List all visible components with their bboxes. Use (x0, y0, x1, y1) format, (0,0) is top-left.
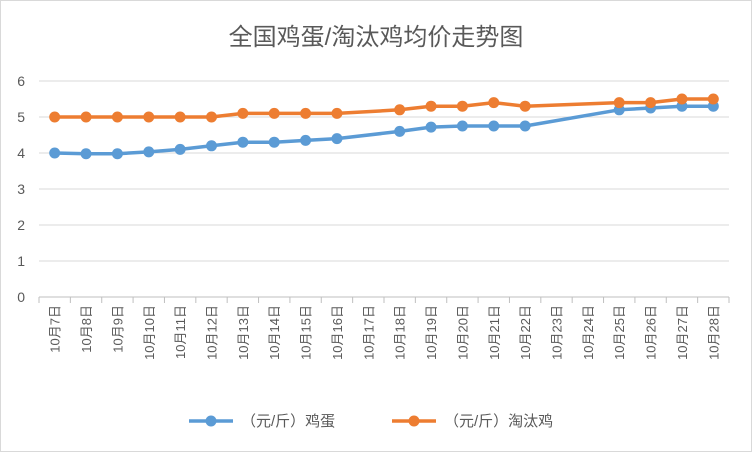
data-point-series-2 (425, 100, 437, 112)
data-point-series-1 (268, 136, 280, 148)
data-point-series-2 (519, 100, 531, 112)
data-point-series-2 (613, 97, 625, 109)
data-point-series-2 (49, 111, 61, 123)
x-tick-label: 10月15日 (299, 305, 314, 360)
x-axis-ticks: 10月7日 10月8日 10月9日 10月10日 10月11日 10月12日 10月13日 1… (48, 305, 722, 360)
series-points (49, 93, 719, 160)
x-tick-label: 10月19日 (424, 305, 439, 360)
x-tick-label: 10月25日 (612, 305, 627, 360)
data-point-series-2 (394, 104, 406, 116)
y-tick-label: 2 (17, 217, 25, 233)
data-point-series-2 (707, 93, 719, 105)
x-tick-label: 10月27日 (675, 305, 690, 360)
x-tick-label: 10月17日 (361, 305, 376, 360)
x-tick-label: 10月14日 (267, 305, 282, 360)
y-tick-label: 3 (17, 181, 25, 197)
data-point-series-2 (111, 111, 123, 123)
x-tick-label: 10月12日 (205, 305, 220, 360)
x-tick-label: 10月26日 (644, 305, 659, 360)
x-tick-label: 10月23日 (550, 305, 565, 360)
x-tick-label: 10月7日 (48, 305, 63, 353)
data-point-series-1 (111, 148, 123, 160)
data-point-series-1 (206, 140, 217, 152)
data-point-series-2 (456, 100, 468, 112)
legend: （元/斤）鸡蛋 （元/斤）淘汰鸡 (189, 413, 553, 430)
x-axis (38, 296, 730, 303)
series-line-1 (52, 104, 716, 156)
y-axis-ticks: 0 1 2 3 4 5 6 (17, 73, 25, 305)
y-tick-label: 6 (17, 73, 25, 89)
legend-marker-1 (205, 415, 217, 427)
y-tick-label: 1 (17, 253, 25, 269)
x-tick-label: 10月22日 (518, 305, 533, 360)
x-tick-label: 10月9日 (110, 305, 125, 353)
legend-label-2: （元/斤）淘汰鸡 (444, 413, 553, 430)
data-point-series-2 (174, 111, 186, 123)
data-point-series-1 (174, 143, 186, 155)
data-point-series-1 (519, 120, 531, 132)
data-point-series-2 (645, 97, 657, 109)
data-point-series-1 (425, 121, 437, 133)
data-point-series-2 (331, 107, 343, 119)
data-point-series-2 (268, 107, 280, 119)
x-tick-label: 10月8日 (79, 305, 94, 353)
data-point-series-2 (488, 97, 500, 109)
data-point-series-2 (676, 93, 688, 105)
legend-marker-2 (408, 415, 420, 427)
y-tick-label: 4 (17, 145, 25, 161)
data-point-series-2 (206, 111, 217, 123)
legend-label-1: （元/斤）鸡蛋 (241, 413, 335, 430)
x-tick-label: 10月16日 (330, 305, 345, 360)
x-tick-label: 10月21日 (487, 305, 502, 360)
data-point-series-2 (143, 111, 155, 123)
data-point-series-1 (456, 120, 468, 132)
data-point-series-1 (394, 125, 406, 137)
data-point-series-1 (80, 148, 92, 160)
data-point-series-2 (80, 111, 92, 123)
x-tick-label: 10月18日 (393, 305, 408, 360)
data-point-series-1 (300, 134, 312, 146)
data-point-series-1 (488, 120, 500, 132)
data-point-series-2 (237, 107, 249, 119)
data-point-series-1 (237, 136, 249, 148)
y-tick-label: 0 (17, 289, 25, 305)
x-tick-label: 10月20日 (455, 305, 470, 360)
data-point-series-1 (143, 146, 155, 158)
chart-title: 全国鸡蛋/淘汰鸡均价走势图 (229, 24, 524, 51)
data-point-series-1 (331, 133, 343, 145)
y-tick-label: 5 (17, 109, 25, 125)
x-tick-label: 10月10日 (142, 305, 157, 360)
data-point-series-1 (49, 147, 61, 159)
data-point-series-2 (300, 107, 312, 119)
x-tick-label: 10月24日 (581, 305, 596, 360)
x-tick-label: 10月28日 (706, 305, 721, 360)
x-tick-label: 10月11日 (173, 305, 188, 359)
x-tick-label: 10月13日 (236, 305, 251, 360)
